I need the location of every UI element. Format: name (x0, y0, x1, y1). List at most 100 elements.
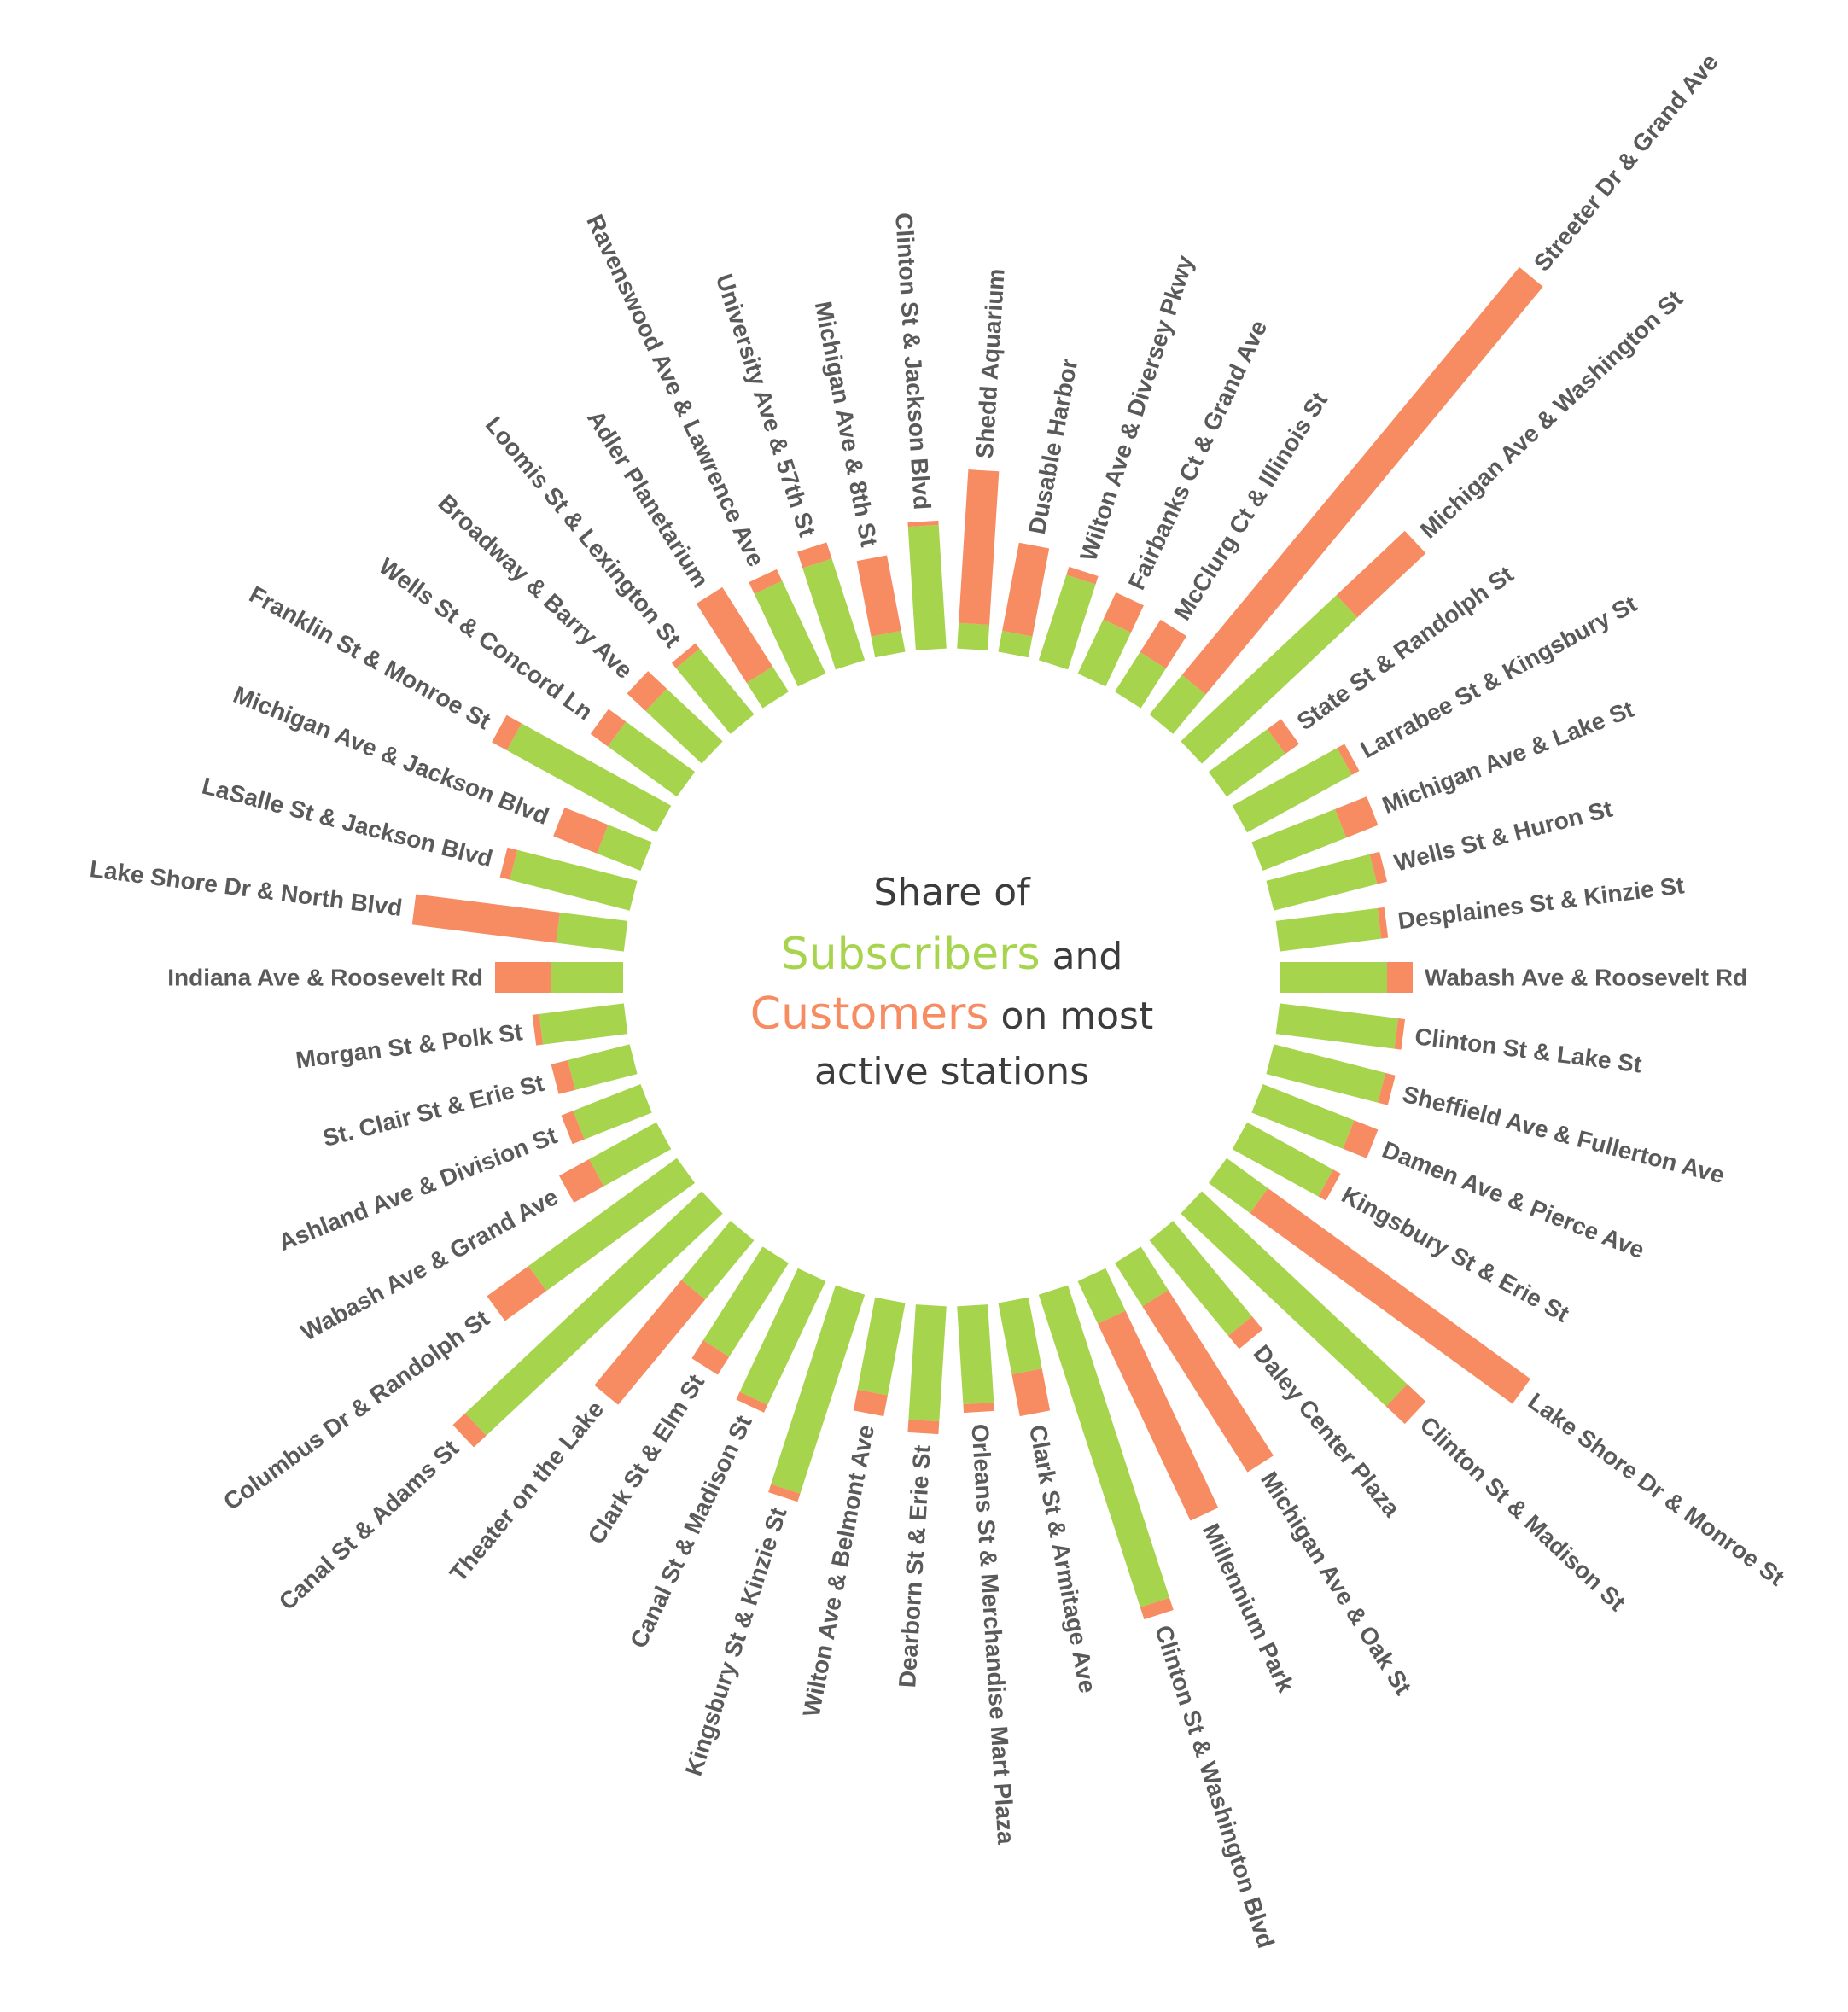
bar-subscribers-clark-st-armitage-ave (998, 1297, 1042, 1375)
bar-group-ashland-ave-division-st (561, 1083, 652, 1145)
bar-subscribers-wabash-ave-grand-ave (589, 1122, 672, 1187)
station-label-indiana-ave-roosevelt-rd: Indiana Ave & Roosevelt Rd (167, 965, 483, 991)
bar-customers-clinton-st-washington-blvd (1140, 1597, 1174, 1620)
bar-customers-fairbanks-ct-grand-ave (1103, 592, 1144, 633)
bar-customers-ashland-ave-division-st (561, 1111, 585, 1145)
bar-subscribers-clinton-st-jackson-blvd (907, 524, 947, 650)
bar-customers-canal-st-adams-st (452, 1413, 487, 1448)
bar-subscribers-fairbanks-ct-grand-ave (1077, 619, 1132, 687)
bar-customers-larrabee-st-kingsbury-st (1337, 744, 1360, 775)
bar-customers-desplaines-st-kinzie-st (1377, 907, 1389, 939)
station-label-dusable-harbor: Dusable Harbor (1023, 357, 1083, 537)
bar-customers-shedd-aquarium (959, 469, 1000, 625)
bar-group-university-ave-57th-st (797, 542, 866, 670)
bar-customers-clinton-st-lake-st (1394, 1018, 1406, 1050)
bar-subscribers-lasalle-st-jackson-blvd (510, 849, 638, 911)
bar-group-lake-shore-dr-north-blvd (411, 894, 628, 952)
bar-subscribers-michigan-ave-washington-st (1181, 595, 1358, 764)
bar-subscribers-clinton-st-washington-blvd (1038, 1285, 1170, 1607)
bar-customers-millennium-park (1098, 1310, 1219, 1521)
title-line2: Subscribers and (781, 929, 1123, 980)
bar-subscribers-wells-st-concord-ln (608, 721, 696, 797)
bar-customers-theater-on-the-lake (594, 1280, 706, 1405)
station-label-clinton-st-washington-blvd: Clinton St & Washington Blvd (1150, 1622, 1280, 1951)
bar-subscribers-desplaines-st-kinzie-st (1275, 907, 1382, 952)
bar-subscribers-loomis-st-lexington-st (675, 648, 755, 734)
bar-subscribers-canal-st-adams-st (465, 1191, 723, 1436)
bar-group-wabash-ave-grand-ave (559, 1122, 672, 1203)
bar-group-larrabee-st-kingsbury-st (1232, 744, 1360, 833)
title-line4: active stations (814, 1050, 1089, 1093)
bar-customers-broadway-barry-ave (627, 671, 667, 711)
bar-subscribers-wilton-ave-diversey-pkwy (1038, 574, 1096, 670)
station-label-mcclurg-ct-illinois-st: McClurg Ct & Illinois St (1169, 388, 1332, 625)
bar-group-lake-shore-dr-monroe-st (1208, 1158, 1531, 1404)
station-label-columbus-dr-randolph-st: Columbus Dr & Randolph St (219, 1305, 494, 1515)
bar-group-michigan-ave-8th-st (856, 555, 906, 658)
bar-group-state-st-randolph-st (1208, 719, 1299, 797)
bar-group-kingsbury-st-erie-st (1232, 1122, 1341, 1201)
bar-customers-kingsbury-st-kinzie-st (768, 1484, 801, 1502)
station-label-lake-shore-dr-north-blvd: Lake Shore Dr & North Blvd (88, 855, 404, 921)
bar-group-damen-ave-pierce-ave (1251, 1083, 1379, 1158)
bar-subscribers-indiana-ave-roosevelt-rd (551, 962, 623, 993)
bar-subscribers-ashland-ave-division-st (573, 1083, 652, 1140)
bar-customers-wilton-ave-belmont-ave (853, 1389, 888, 1417)
bar-customers-michigan-ave-8th-st (856, 555, 901, 637)
bar-subscribers-michigan-ave-jackson-blvd (597, 825, 652, 872)
bar-subscribers-columbus-dr-randolph-st (528, 1158, 696, 1292)
bar-group-clinton-st-lake-st (1275, 1003, 1406, 1050)
bar-subscribers-st-clair-st-erie-st (567, 1044, 638, 1090)
bar-group-fairbanks-ct-grand-ave (1077, 592, 1144, 687)
bar-group-wilton-ave-diversey-pkwy (1038, 566, 1099, 670)
bar-subscribers-kingsbury-st-kinzie-st (771, 1285, 866, 1494)
bar-customers-wells-st-huron-st (1369, 851, 1388, 884)
bar-group-morgan-st-polk-st (532, 1003, 628, 1046)
bar-subscribers-state-st-randolph-st (1208, 729, 1285, 797)
bar-customers-lasalle-st-jackson-blvd (499, 847, 518, 880)
bar-group-wilton-ave-belmont-ave (853, 1297, 906, 1417)
bar-subscribers-lake-shore-dr-north-blvd (556, 912, 628, 952)
station-label-streeter-dr-grand-ave: Streeter Dr & Grand Ave (1529, 49, 1723, 276)
title-and-word: and (1041, 935, 1123, 978)
bar-group-canal-st-adams-st (452, 1191, 723, 1448)
station-label-desplaines-st-kinzie-st: Desplaines St & Kinzie St (1396, 872, 1686, 934)
bar-group-adler-planetarium (696, 586, 789, 709)
bar-group-indiana-ave-roosevelt-rd (495, 962, 623, 993)
station-label-wabash-ave-roosevelt-rd: Wabash Ave & Roosevelt Rd (1425, 965, 1747, 991)
title-customers-word: Customers (750, 989, 989, 1040)
bar-customers-loomis-st-lexington-st (671, 643, 700, 668)
bar-group-wells-st-huron-st (1266, 851, 1388, 911)
bar-subscribers-clinton-st-madison-st (1181, 1191, 1408, 1407)
bar-group-clinton-st-madison-st (1181, 1191, 1426, 1425)
bar-subscribers-wabash-ave-roosevelt-rd (1280, 962, 1387, 993)
station-label-state-st-randolph-st: State St & Randolph St (1292, 561, 1519, 735)
bar-group-wabash-ave-roosevelt-rd (1280, 962, 1413, 993)
bar-group-broadway-barry-ave (627, 671, 723, 764)
bar-group-theater-on-the-lake (594, 1221, 755, 1405)
bar-customers-michigan-ave-washington-st (1336, 530, 1426, 618)
bar-subscribers-dearborn-st-erie-st (908, 1304, 947, 1422)
bar-subscribers-sheffield-ave-fullerton-ave (1266, 1044, 1386, 1103)
bar-subscribers-canal-st-madison-st (739, 1268, 826, 1405)
bar-group-lasalle-st-jackson-blvd (499, 847, 638, 911)
bar-group-daley-center-plaza (1149, 1221, 1263, 1350)
bar-customers-indiana-ave-roosevelt-rd (495, 962, 551, 993)
bar-subscribers-mcclurg-ct-illinois-st (1115, 651, 1166, 709)
bar-customers-clinton-st-madison-st (1385, 1384, 1426, 1425)
bar-customers-canal-st-madison-st (736, 1391, 768, 1413)
station-label-orleans-st-merchandise-mart-plaza: Orleans St & Merchandise Mart Plaza (966, 1423, 1019, 1846)
bar-subscribers-michigan-ave-8th-st (871, 630, 906, 658)
bar-customers-michigan-ave-jackson-blvd (553, 808, 609, 854)
bar-subscribers-wells-st-huron-st (1266, 854, 1378, 911)
bar-group-michigan-ave-washington-st (1181, 530, 1426, 764)
bar-customers-wells-st-concord-ln (590, 709, 627, 747)
bar-subscribers-franklin-st-monroe-st (506, 723, 672, 833)
bar-group-desplaines-st-kinzie-st (1275, 907, 1389, 952)
bar-customers-lake-shore-dr-monroe-st (1250, 1188, 1531, 1404)
bar-customers-kingsbury-st-erie-st (1318, 1169, 1341, 1201)
bar-group-ravenswood-ave-lawrence-ave (749, 569, 826, 687)
bar-subscribers-daley-center-plaza (1149, 1221, 1252, 1336)
bar-group-clinton-st-washington-blvd (1038, 1285, 1174, 1620)
bar-group-michigan-ave-jackson-blvd (553, 808, 652, 872)
